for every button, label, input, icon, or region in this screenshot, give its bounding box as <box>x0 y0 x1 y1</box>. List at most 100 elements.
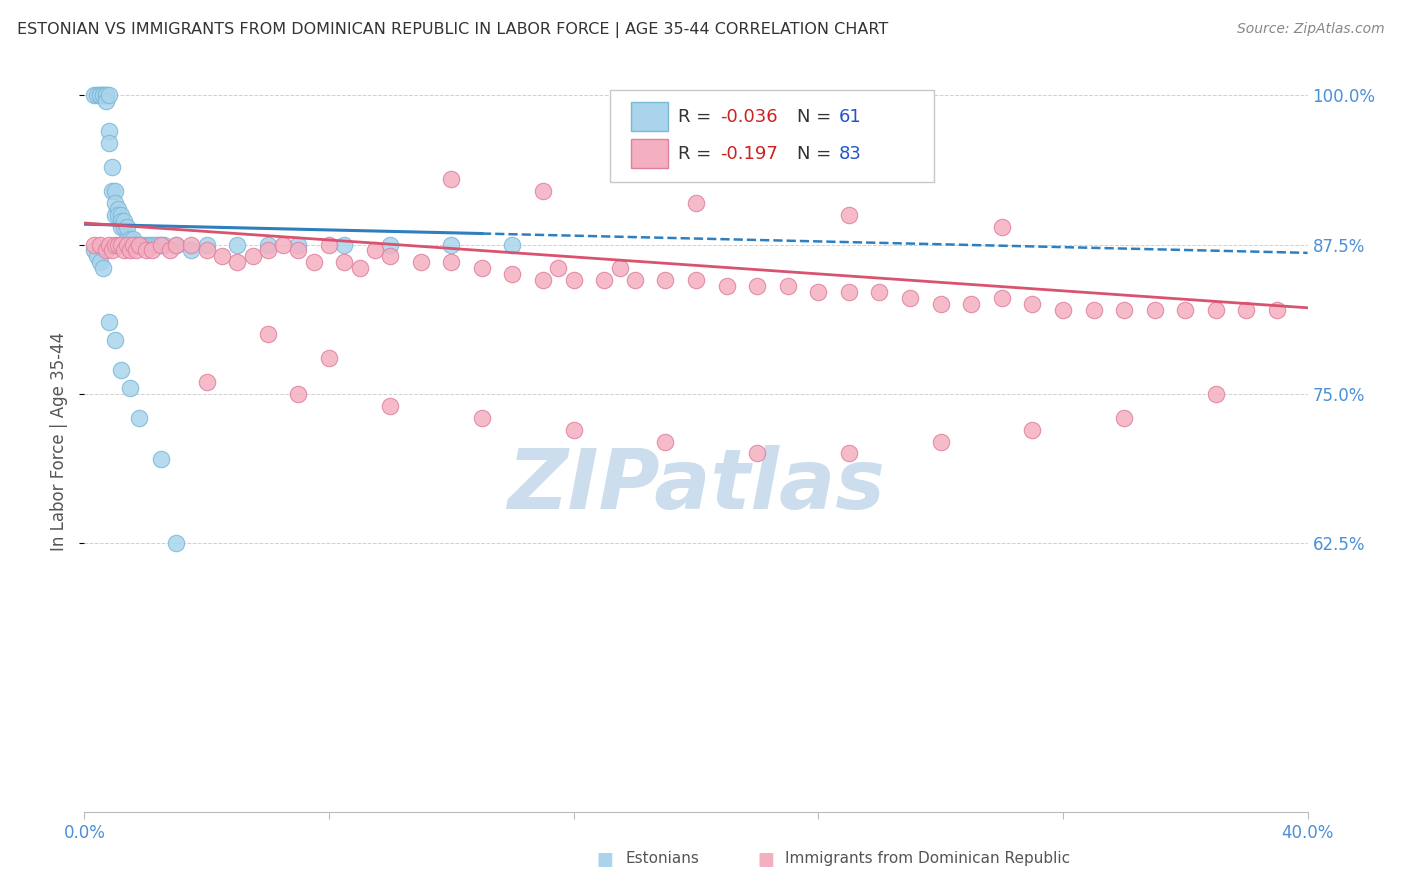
Point <box>838 285 860 300</box>
Point <box>94 94 117 108</box>
Point <box>869 285 891 300</box>
Point <box>104 333 127 347</box>
Point <box>502 268 524 282</box>
Point <box>1236 303 1258 318</box>
Text: ZIPatlas: ZIPatlas <box>508 445 884 526</box>
Point <box>287 386 309 401</box>
Point <box>807 285 830 300</box>
Point <box>101 244 124 258</box>
Text: ESTONIAN VS IMMIGRANTS FROM DOMINICAN REPUBLIC IN LABOR FORCE | AGE 35-44 CORREL: ESTONIAN VS IMMIGRANTS FROM DOMINICAN RE… <box>17 22 889 38</box>
Point <box>91 88 114 103</box>
Point <box>333 237 356 252</box>
Point <box>83 237 105 252</box>
Point <box>776 279 799 293</box>
Text: N =: N = <box>797 145 838 162</box>
Point <box>624 273 647 287</box>
Point <box>125 244 148 258</box>
Point <box>110 237 132 252</box>
Point <box>97 315 120 329</box>
Point <box>107 202 129 216</box>
Point <box>838 446 860 460</box>
Point <box>1205 386 1227 401</box>
Point <box>89 88 111 103</box>
Point <box>125 237 148 252</box>
Point <box>929 434 952 449</box>
Text: Estonians: Estonians <box>626 851 700 865</box>
Point <box>257 244 280 258</box>
Point <box>159 244 181 258</box>
Text: Immigrants from Dominican Republic: Immigrants from Dominican Republic <box>785 851 1070 865</box>
Point <box>110 208 132 222</box>
Bar <box>631 103 668 130</box>
Point <box>104 208 127 222</box>
Point <box>89 255 111 269</box>
Point <box>143 237 166 252</box>
Point <box>1114 410 1136 425</box>
Point <box>104 195 127 210</box>
Text: ▪: ▪ <box>595 844 614 872</box>
Point <box>89 237 111 252</box>
Point <box>122 237 145 252</box>
Point <box>128 237 150 252</box>
Point <box>318 237 340 252</box>
Point <box>1265 303 1288 318</box>
Point <box>91 88 114 103</box>
Point <box>364 244 387 258</box>
Point <box>107 208 129 222</box>
Point <box>112 219 135 234</box>
Point <box>1114 303 1136 318</box>
Point <box>122 237 145 252</box>
Point <box>349 261 371 276</box>
Text: 83: 83 <box>839 145 862 162</box>
Point <box>440 171 463 186</box>
Point <box>195 244 218 258</box>
Point <box>1174 303 1197 318</box>
Point <box>107 237 129 252</box>
Point <box>120 381 142 395</box>
Point <box>146 237 169 252</box>
Point <box>654 434 676 449</box>
Point <box>562 423 585 437</box>
Point <box>112 213 135 227</box>
Y-axis label: In Labor Force | Age 35-44: In Labor Force | Age 35-44 <box>51 332 69 551</box>
Point <box>120 237 142 252</box>
Point <box>838 208 860 222</box>
Point <box>89 88 111 103</box>
Text: N =: N = <box>797 108 838 126</box>
Point <box>287 244 309 258</box>
Point <box>83 88 105 103</box>
Text: ▪: ▪ <box>756 844 776 872</box>
Point <box>302 255 325 269</box>
Point <box>685 273 707 287</box>
Point <box>747 446 769 460</box>
Point <box>128 410 150 425</box>
Point <box>531 184 554 198</box>
Point <box>654 273 676 287</box>
Point <box>609 261 631 276</box>
Point <box>471 410 494 425</box>
Point <box>94 88 117 103</box>
Point <box>242 250 264 264</box>
Point <box>440 237 463 252</box>
Point <box>1083 303 1105 318</box>
Point <box>165 237 187 252</box>
Point <box>141 244 163 258</box>
Point <box>97 124 120 138</box>
Point <box>716 279 738 293</box>
Point <box>135 237 157 252</box>
Point <box>86 88 108 103</box>
Point <box>1143 303 1166 318</box>
Point <box>104 184 127 198</box>
Point <box>211 250 233 264</box>
Point <box>380 250 402 264</box>
Bar <box>631 139 668 168</box>
Point <box>86 250 108 264</box>
Point <box>141 237 163 252</box>
Point <box>593 273 616 287</box>
Point <box>195 375 218 389</box>
Text: R =: R = <box>678 108 717 126</box>
Point <box>180 237 202 252</box>
Point <box>149 452 172 467</box>
Point <box>94 244 117 258</box>
Point <box>333 255 356 269</box>
